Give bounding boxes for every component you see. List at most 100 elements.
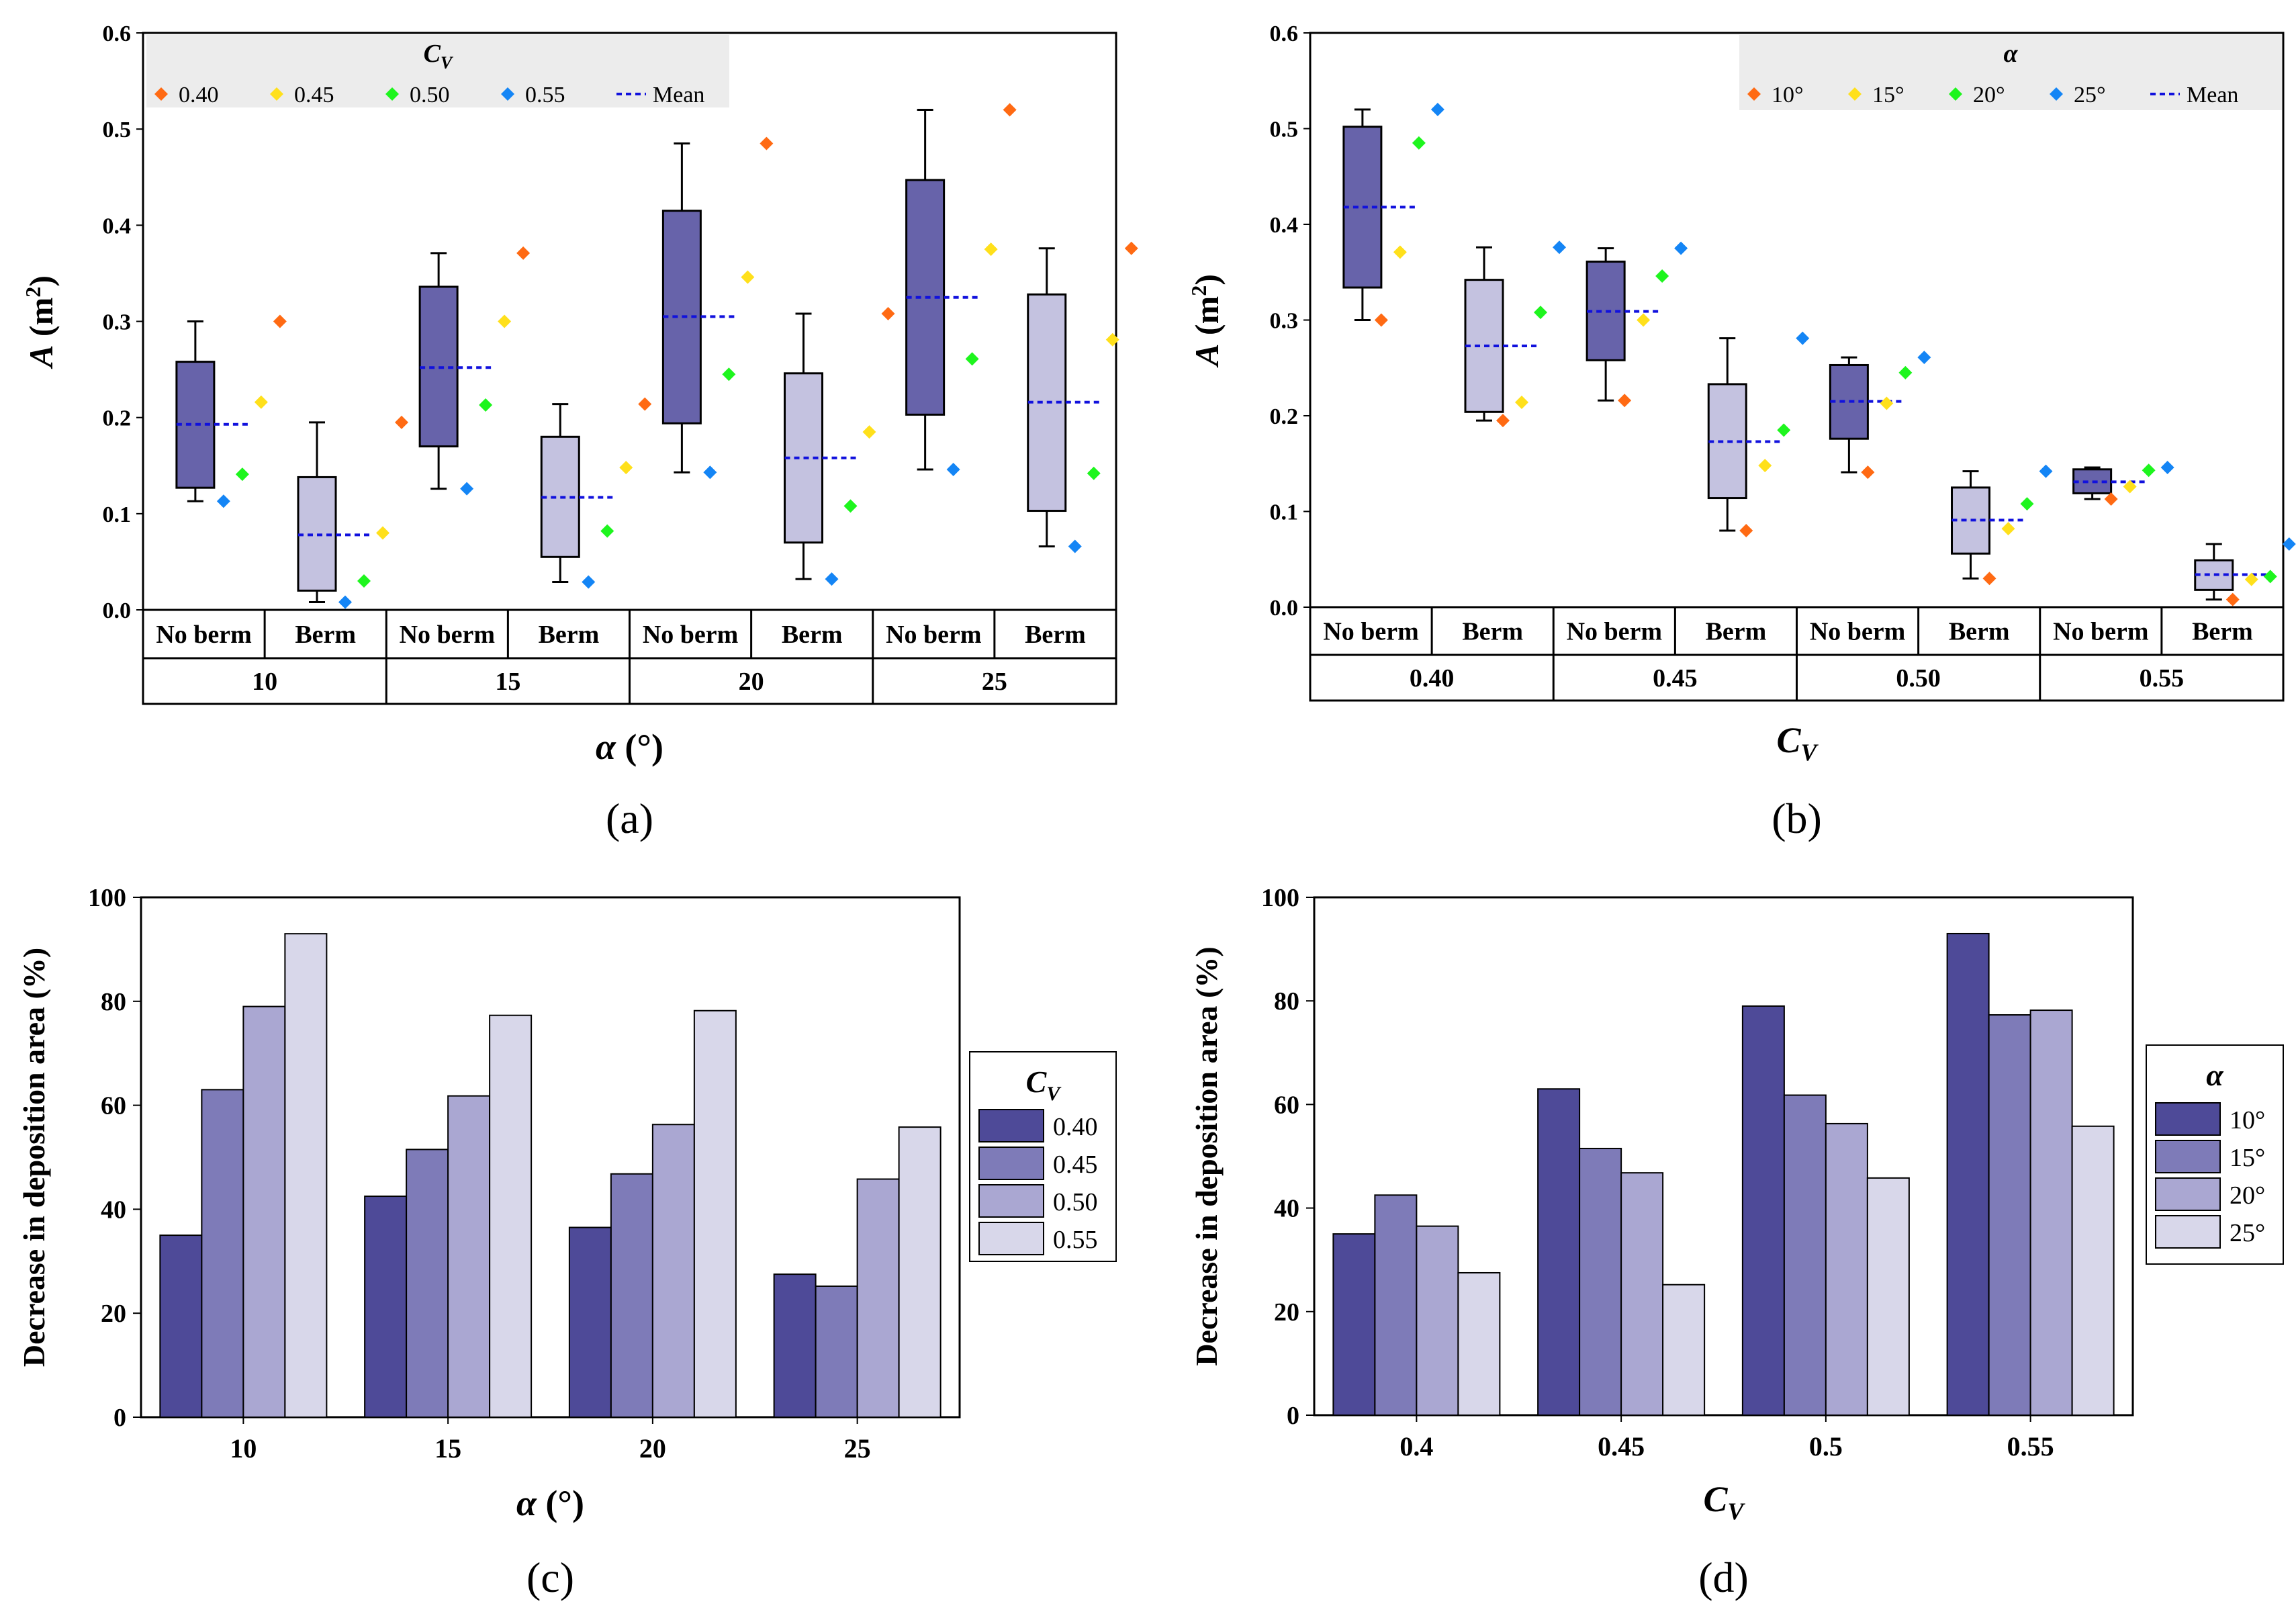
legend-item-label: 0.40	[179, 83, 219, 107]
bar	[1866, 1177, 1910, 1416]
data-point-marker	[2123, 480, 2137, 494]
bar	[568, 1226, 612, 1418]
plot-frame-c	[140, 896, 961, 1419]
data-point-marker	[460, 482, 474, 496]
data-point-marker	[582, 575, 596, 589]
legend-box-b	[1739, 35, 2282, 110]
data-point-marker	[2142, 463, 2156, 478]
legend-item-label: 20°	[2230, 1181, 2265, 1210]
bar	[1457, 1271, 1501, 1416]
y-axis-label-a: A (m2)	[21, 275, 60, 369]
bar	[447, 1095, 491, 1418]
legend-title-main: α	[2003, 40, 2018, 68]
legend-marker	[1848, 87, 1862, 101]
y-axis-label-superscript: 2	[21, 287, 45, 298]
y-tick-label: 0.6	[103, 21, 132, 46]
data-point-marker	[498, 314, 512, 328]
data-point-marker	[703, 465, 717, 480]
data-point-marker	[1982, 572, 1996, 586]
data-point-marker	[741, 270, 755, 284]
group-label: 20	[739, 668, 764, 696]
y-axis-label-d: Decrease in deposition area (%)	[1189, 946, 1224, 1365]
bar	[815, 1285, 858, 1419]
y-axis-label-b: A (m2)	[1187, 274, 1226, 368]
data-point-marker	[2244, 572, 2258, 586]
legend-title-b: α	[2003, 40, 2018, 68]
bar	[1662, 1284, 1706, 1417]
data-point-marker	[2225, 592, 2240, 607]
legend-mean-label: Mean	[2187, 83, 2238, 107]
data-point-marker	[1917, 351, 1931, 365]
subcategory-label: Berm	[539, 621, 600, 649]
y-tick-label: 80	[1274, 987, 1299, 1016]
y-tick-label: 0.4	[103, 214, 132, 238]
legend-title-a: CV	[424, 40, 454, 73]
subcategory-label: No berm	[643, 621, 738, 649]
legend-title-main: α	[2206, 1058, 2224, 1092]
bar	[489, 1014, 533, 1418]
legend-item-label: 0.45	[294, 83, 334, 107]
x-axis-label-symbol: α	[596, 727, 616, 767]
data-point-marker	[1068, 539, 1082, 553]
data-point-marker	[2263, 570, 2277, 584]
bar	[856, 1178, 900, 1419]
data-point-marker	[338, 595, 353, 609]
y-tick-label: 80	[101, 988, 126, 1016]
data-point-marker	[1003, 103, 1017, 117]
legend-item-label: 15°	[1872, 83, 1904, 107]
legend-swatch	[978, 1147, 1044, 1180]
bar	[1741, 1005, 1785, 1417]
subcategory-label: No berm	[2053, 618, 2148, 646]
data-point-marker	[254, 395, 268, 409]
data-point-marker	[2020, 497, 2034, 511]
legend-swatch	[978, 1222, 1044, 1255]
bar	[1537, 1088, 1581, 1417]
data-point-marker	[479, 398, 493, 412]
data-point-marker	[946, 462, 960, 476]
data-point-marker	[1861, 465, 1875, 480]
subcategory-label: No berm	[1567, 618, 1662, 646]
data-point-marker	[1393, 245, 1407, 259]
data-point-marker	[395, 415, 409, 429]
data-point-marker	[1105, 332, 1119, 347]
x-tick-label: 10	[230, 1433, 257, 1464]
legend-swatch	[2155, 1102, 2221, 1136]
bar	[1988, 1014, 2031, 1416]
data-point-marker	[843, 499, 858, 513]
y-axis-label-symbol: A	[1188, 344, 1226, 368]
legend-swatch	[2155, 1177, 2221, 1211]
y-tick-label: 20	[1274, 1298, 1299, 1327]
legend-item-label: 0.55	[1053, 1226, 1098, 1254]
data-point-marker	[862, 425, 876, 439]
x-axis-label-d: CV	[1703, 1479, 1745, 1525]
y-tick-label: 0.4	[1270, 213, 1299, 238]
bar	[1579, 1147, 1622, 1417]
legend-title-c: CV	[1026, 1065, 1062, 1105]
data-point-marker	[1637, 313, 1651, 327]
subcategory-label: No berm	[400, 621, 495, 649]
legend-title-d: α	[2206, 1058, 2224, 1092]
legend-swatch	[2155, 1140, 2221, 1173]
legend-item-label: 25°	[2074, 83, 2106, 107]
x-axis-label-a: α (°)	[596, 727, 663, 767]
subcategory-label: No berm	[886, 621, 981, 649]
data-point-marker	[1880, 396, 1894, 410]
x-tick-label: 0.5	[1809, 1431, 1843, 1462]
data-point-marker	[722, 367, 736, 381]
data-point-marker	[825, 572, 839, 586]
bar	[284, 933, 328, 1419]
legend-marker	[1949, 87, 1962, 101]
y-tick-label: 0.6	[1270, 21, 1299, 46]
legend-swatch	[2155, 1215, 2221, 1249]
legend-item-label: 0.50	[1053, 1188, 1098, 1216]
legend-swatch	[978, 1184, 1044, 1218]
bar	[1374, 1194, 1418, 1416]
data-point-marker	[1087, 466, 1101, 480]
bar	[610, 1173, 653, 1418]
subcategory-label: Berm	[1025, 621, 1086, 649]
x-axis-label-c: α (°)	[516, 1483, 584, 1523]
plot-frame-b	[1309, 32, 2285, 702]
data-point-marker	[2039, 464, 2053, 478]
data-point-marker	[1553, 240, 1567, 255]
